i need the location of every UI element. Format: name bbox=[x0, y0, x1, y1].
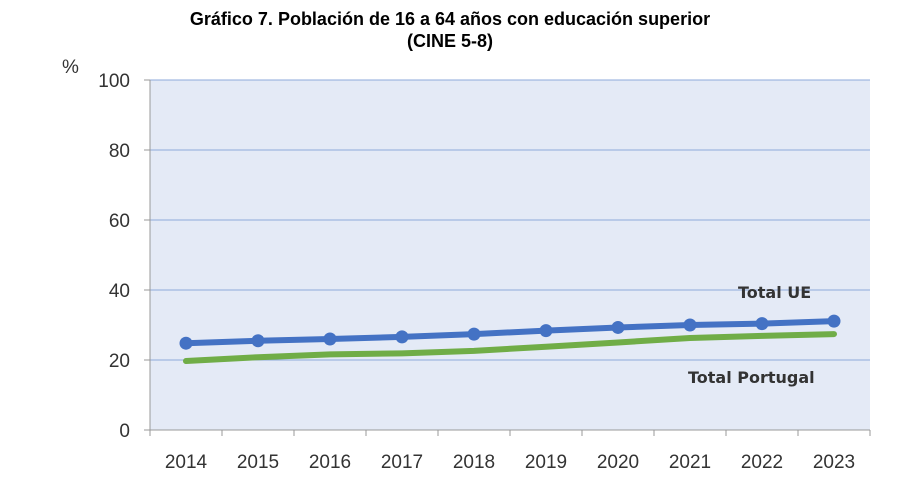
y-tick-label: 60 bbox=[109, 211, 130, 232]
x-tick-label: 2015 bbox=[237, 452, 279, 473]
data-point bbox=[611, 320, 625, 334]
plot-area bbox=[150, 80, 870, 430]
y-axis-label: % bbox=[62, 57, 79, 78]
data-point bbox=[827, 314, 841, 328]
data-point bbox=[395, 330, 409, 344]
label-total-portugal: Total Portugal bbox=[688, 368, 815, 387]
series-line-total-portugal bbox=[183, 331, 837, 365]
y-tick-label: 40 bbox=[109, 281, 130, 302]
y-tick-label: 0 bbox=[119, 421, 130, 442]
data-point bbox=[251, 334, 265, 348]
label-total-ue: Total UE bbox=[738, 283, 811, 302]
chart-title: Gráfico 7. Población de 16 a 64 años con… bbox=[190, 9, 710, 29]
x-tick-label: 2020 bbox=[597, 452, 639, 473]
data-point bbox=[683, 318, 697, 332]
data-point bbox=[323, 332, 337, 346]
data-point bbox=[755, 317, 769, 331]
y-tick-label: 100 bbox=[98, 71, 130, 92]
x-tick-label: 2016 bbox=[309, 452, 351, 473]
x-tick-label: 2017 bbox=[381, 452, 423, 473]
data-point bbox=[467, 327, 481, 341]
x-tick-label: 2023 bbox=[813, 452, 855, 473]
x-tick-label: 2019 bbox=[525, 452, 567, 473]
y-tick-label: 20 bbox=[109, 351, 130, 372]
x-tick-label: 2022 bbox=[741, 452, 783, 473]
data-point bbox=[539, 324, 553, 338]
chart-subtitle: (CINE 5-8) bbox=[407, 31, 493, 51]
x-tick-label: 2014 bbox=[165, 452, 208, 473]
x-tick-label: 2018 bbox=[453, 452, 495, 473]
y-tick-label: 80 bbox=[109, 141, 130, 162]
data-point bbox=[179, 336, 193, 350]
x-tick-label: 2021 bbox=[669, 452, 711, 473]
series-line-total-ue bbox=[183, 318, 837, 347]
